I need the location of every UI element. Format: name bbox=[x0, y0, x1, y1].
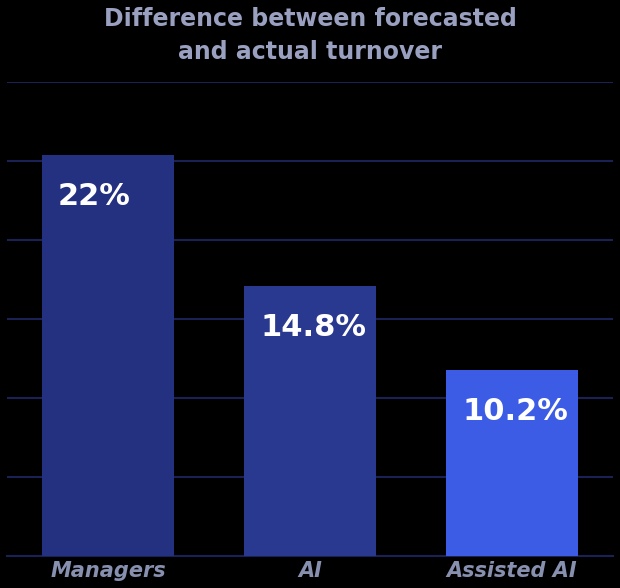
Bar bbox=[446, 370, 578, 556]
Bar bbox=[244, 286, 376, 556]
Title: Difference between forecasted
and actual turnover: Difference between forecasted and actual… bbox=[104, 7, 516, 65]
Text: 14.8%: 14.8% bbox=[260, 313, 366, 342]
Bar bbox=[42, 155, 174, 556]
Text: 22%: 22% bbox=[58, 182, 131, 211]
Text: 10.2%: 10.2% bbox=[462, 397, 568, 426]
